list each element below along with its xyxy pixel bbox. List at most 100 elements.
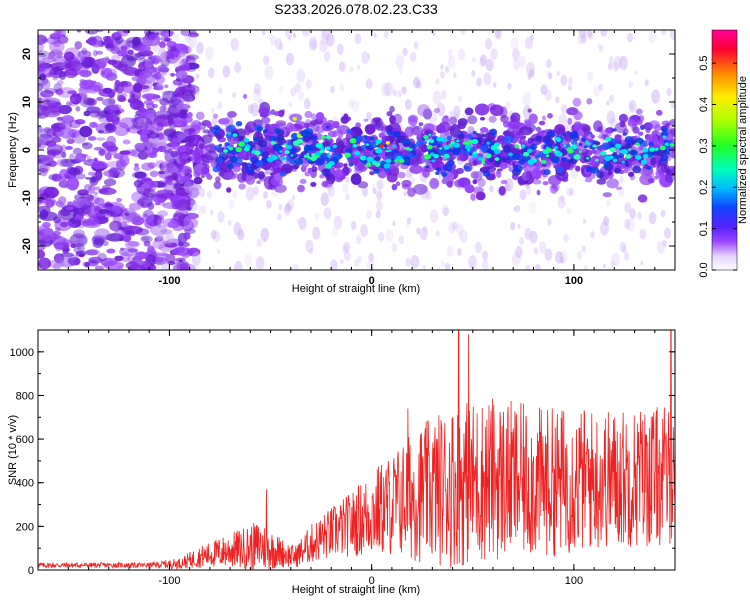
core-blob (363, 135, 368, 139)
core-blob (456, 131, 461, 135)
core-blob (321, 168, 331, 177)
haze-blob (440, 71, 445, 79)
core-blob (436, 167, 442, 172)
band-blob (531, 168, 542, 180)
core-blob (272, 143, 282, 151)
noise-blob (105, 113, 121, 123)
noise-blob (98, 188, 108, 194)
hot-blob (612, 158, 618, 163)
hot-blob (578, 150, 583, 153)
noise-blob (40, 267, 47, 270)
core-blob (403, 142, 410, 148)
band-blob (198, 143, 205, 150)
core-blob (325, 125, 330, 129)
hot-blob (315, 142, 323, 149)
noise-blob (68, 128, 80, 139)
noise-blob (163, 84, 169, 89)
core-blob (578, 142, 583, 147)
band-blob (256, 180, 261, 185)
band-blob (547, 112, 553, 119)
core-blob (386, 129, 393, 136)
haze-blob (563, 234, 569, 243)
noise-blob (183, 232, 191, 240)
haze-blob (327, 184, 335, 197)
haze-blob (222, 65, 231, 78)
noise-blob (81, 47, 88, 55)
band-blob (541, 115, 547, 121)
band-blob (366, 128, 374, 135)
haze-blob (669, 30, 675, 41)
hot-blob (223, 149, 228, 153)
noise-blob (156, 216, 165, 225)
haze-blob (345, 176, 350, 183)
noise-blob (174, 244, 185, 254)
peak-blob (296, 133, 302, 138)
haze-blob (600, 30, 608, 37)
noise-blob (93, 206, 100, 212)
noise-blob (119, 247, 138, 257)
haze-blob (600, 221, 609, 236)
noise-blob (38, 211, 58, 221)
band-blob (232, 172, 239, 179)
noise-blob (103, 260, 124, 270)
noise-blob (113, 83, 120, 92)
noise-blob (74, 41, 83, 50)
haze-blob (581, 245, 586, 253)
noise-blob (50, 199, 58, 206)
noise-blob (138, 252, 149, 260)
band-blob (496, 135, 506, 143)
haze-blob (210, 229, 217, 240)
band-blob (593, 120, 603, 132)
noise-blob (38, 142, 42, 148)
band-blob (310, 166, 318, 173)
haze-blob (403, 190, 408, 197)
haze-blob (196, 41, 204, 55)
band-blob (180, 165, 190, 175)
noise-blob (67, 167, 81, 176)
band-blob (232, 165, 241, 173)
noise-blob (38, 82, 44, 92)
haze-blob (326, 33, 335, 47)
band-blob (637, 119, 643, 126)
hot-blob (283, 143, 287, 146)
band-blob (195, 111, 205, 121)
haze-blob (457, 48, 466, 61)
haze-blob (540, 84, 548, 96)
noise-blob (113, 229, 126, 239)
haze-blob (511, 251, 521, 266)
band-blob (536, 189, 541, 196)
core-blob (625, 144, 632, 149)
haze-blob (165, 231, 174, 245)
hot-blob (235, 146, 243, 153)
band-blob (669, 127, 675, 136)
noise-blob (132, 36, 141, 47)
haze-blob (559, 250, 568, 264)
core-blob (596, 171, 605, 179)
core-blob (501, 156, 508, 163)
noise-blob (50, 122, 66, 133)
noise-blob (55, 88, 64, 95)
haze-blob (312, 226, 321, 240)
haze-blob (350, 220, 357, 230)
core-blob (416, 140, 423, 147)
noise-blob (142, 260, 151, 268)
band-blob (334, 171, 343, 178)
noise-blob (142, 39, 161, 47)
haze-blob (354, 258, 360, 267)
haze-blob (410, 254, 420, 269)
band-blob (242, 94, 248, 99)
band-blob (660, 163, 668, 173)
haze-blob (504, 182, 510, 192)
haze-blob (216, 248, 221, 255)
haze-blob (405, 257, 412, 267)
band-blob (479, 127, 489, 133)
haze-blob (445, 262, 451, 270)
noise-blob (142, 128, 148, 134)
noise-blob (87, 36, 98, 46)
hot-blob (385, 150, 389, 153)
noise-blob (114, 255, 124, 262)
haze-blob (167, 136, 171, 142)
noise-blob (46, 197, 52, 202)
haze-blob (581, 34, 587, 44)
